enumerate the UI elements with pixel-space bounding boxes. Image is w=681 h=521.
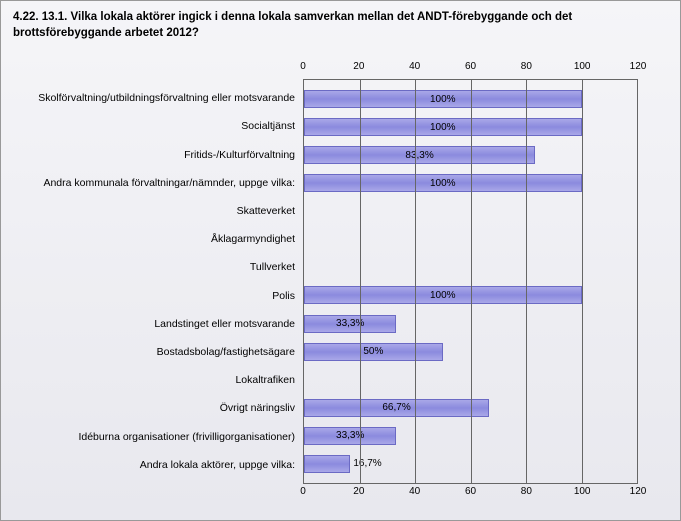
bar-value-label: 100% <box>430 178 456 189</box>
gridline <box>582 80 583 483</box>
bar: 16,7% <box>304 455 350 473</box>
gridline <box>415 80 416 483</box>
bar: 50% <box>304 343 443 361</box>
x-tick-bottom: 20 <box>353 486 364 497</box>
bar: 100% <box>304 118 582 136</box>
category-label: Bostadsbolag/fastighetsägare <box>13 341 299 363</box>
category-label: Skolförvaltning/utbildningsförvaltning e… <box>13 87 299 109</box>
x-tick-top: 0 <box>300 61 306 72</box>
x-axis-bottom: 020406080100120 <box>303 486 638 502</box>
category-label: Åklagarmyndighet <box>13 228 299 250</box>
x-tick-bottom: 80 <box>521 486 532 497</box>
chart-container: 4.22. 13.1. Vilka lokala aktörer ingick … <box>0 0 681 521</box>
category-label: Skatteverket <box>13 200 299 222</box>
bar-value-label: 50% <box>363 346 383 357</box>
x-tick-top: 100 <box>574 61 591 72</box>
x-tick-bottom: 120 <box>630 486 647 497</box>
bar: 33,3% <box>304 427 396 445</box>
category-label: Övrigt näringsliv <box>13 397 299 419</box>
category-label: Andra kommunala förvaltningar/nämnder, u… <box>13 172 299 194</box>
gridline <box>471 80 472 483</box>
x-tick-bottom: 0 <box>300 486 306 497</box>
bar: 83,3% <box>304 146 535 164</box>
x-tick-top: 80 <box>521 61 532 72</box>
bar: 33,3% <box>304 315 396 333</box>
chart-title: 4.22. 13.1. Vilka lokala aktörer ingick … <box>1 1 680 45</box>
gridline <box>360 80 361 483</box>
x-axis-top: 020406080100120 <box>303 61 638 77</box>
x-tick-top: 20 <box>353 61 364 72</box>
category-label: Fritids-/Kulturförvaltning <box>13 144 299 166</box>
x-tick-bottom: 100 <box>574 486 591 497</box>
bar-value-label: 66,7% <box>382 402 410 413</box>
category-label: Idéburna organisationer (frivilligorgani… <box>13 426 299 448</box>
category-label: Tullverket <box>13 256 299 278</box>
x-tick-bottom: 40 <box>409 486 420 497</box>
chart-body: 0 20 40 60 80 100 120 Skolförvaltning/utbildni… <box>13 59 668 508</box>
category-label: Andra lokala aktörer, uppge vilka: <box>13 454 299 476</box>
x-tick-top: 60 <box>465 61 476 72</box>
plot-area: 100% 100% 83,3% 100% 100% 33,3% 50% 66,7% 33,3% 1… <box>303 79 638 484</box>
bar: 100% <box>304 286 582 304</box>
bar: 100% <box>304 174 582 192</box>
x-tick-bottom: 60 <box>465 486 476 497</box>
category-label: Socialtjänst <box>13 115 299 137</box>
category-label: Landstinget eller motsvarande <box>13 313 299 335</box>
y-axis-labels: Skolförvaltning/utbildningsförvaltning e… <box>13 79 299 484</box>
x-tick-top: 40 <box>409 61 420 72</box>
category-label: Lokaltrafiken <box>13 369 299 391</box>
bar: 100% <box>304 90 582 108</box>
x-tick-top: 120 <box>630 61 647 72</box>
bar-value-label: 100% <box>430 94 456 105</box>
category-label: Polis <box>13 285 299 307</box>
bar-value-label: 83,3% <box>405 150 433 161</box>
bar: 66,7% <box>304 399 489 417</box>
gridline <box>526 80 527 483</box>
bar-value-label: 100% <box>430 290 456 301</box>
bar-value-label: 100% <box>430 122 456 133</box>
bar-value-label: 16,7% <box>353 458 381 469</box>
